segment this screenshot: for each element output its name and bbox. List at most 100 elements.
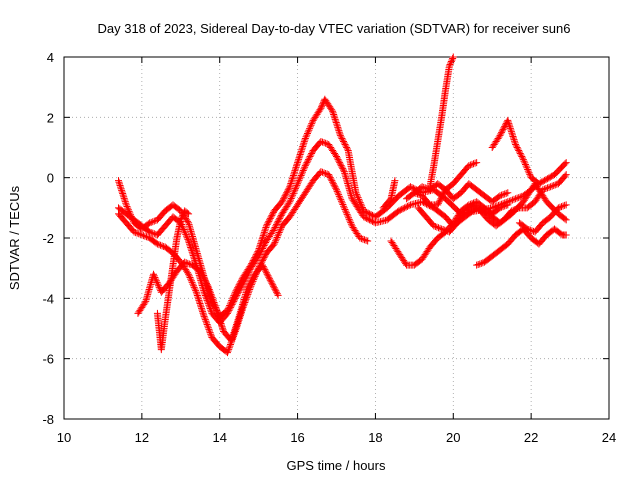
data-point — [205, 325, 213, 333]
data-point — [356, 234, 364, 242]
data-point — [345, 214, 353, 222]
data-point — [266, 275, 274, 283]
data-point — [445, 62, 453, 70]
data-point — [187, 243, 195, 251]
data-point — [412, 189, 420, 197]
data-point — [229, 299, 237, 307]
data-point — [143, 233, 151, 241]
data-point — [282, 190, 290, 198]
data-point — [246, 279, 254, 287]
data-point — [197, 301, 205, 309]
data-point — [337, 162, 345, 170]
data-point — [396, 206, 404, 214]
data-point — [268, 279, 276, 287]
data-point — [188, 278, 196, 286]
x-tick-label: 12 — [135, 430, 149, 445]
data-point — [335, 128, 343, 136]
data-point — [357, 200, 365, 208]
data-point — [512, 142, 520, 150]
data-point — [194, 295, 202, 303]
data-point — [207, 306, 215, 314]
data-point — [207, 290, 215, 298]
x-tick-label: 18 — [368, 430, 382, 445]
data-point — [408, 183, 416, 191]
data-point — [273, 219, 281, 227]
data-point — [308, 150, 316, 158]
data-point — [197, 269, 205, 277]
data-point — [498, 128, 506, 136]
data-point — [466, 161, 474, 169]
data-point — [184, 217, 192, 225]
x-axis-label: GPS time / hours — [287, 458, 386, 473]
data-point — [230, 329, 238, 337]
tick-marks — [63, 56, 610, 420]
data-point — [508, 196, 516, 204]
data-point — [203, 281, 211, 289]
data-point — [318, 103, 326, 111]
data-point — [447, 58, 455, 66]
data-point — [305, 154, 313, 162]
data-point — [562, 231, 570, 239]
data-point — [338, 134, 346, 142]
data-point — [266, 216, 274, 224]
data-point — [188, 247, 196, 255]
data-point — [181, 258, 189, 266]
data-point — [337, 196, 345, 204]
data-point — [296, 151, 304, 159]
data-point — [367, 217, 375, 225]
data-point — [227, 303, 235, 311]
data-point — [231, 327, 239, 335]
data-point — [302, 133, 310, 141]
series-trace-13 — [488, 116, 543, 188]
data-point — [224, 347, 232, 355]
data-point — [327, 175, 335, 183]
data-point — [183, 234, 191, 242]
data-point — [292, 163, 300, 171]
data-point — [301, 136, 309, 144]
data-point — [298, 170, 306, 178]
data-point — [183, 209, 191, 217]
data-point — [195, 296, 203, 304]
y-tick-label: -6 — [42, 352, 54, 367]
x-tick-label: 14 — [212, 430, 226, 445]
data-point — [219, 324, 227, 332]
data-point — [117, 185, 125, 193]
data-point — [207, 308, 215, 316]
data-point — [190, 282, 198, 290]
data-point — [518, 192, 526, 200]
data-point — [286, 198, 294, 206]
x-tick-label: 16 — [290, 430, 304, 445]
data-point — [340, 137, 348, 145]
data-point — [231, 294, 239, 302]
data-point — [318, 168, 326, 176]
data-point — [502, 201, 510, 209]
series-trace-5 — [153, 207, 193, 354]
chart-title: Day 318 of 2023, Sidereal Day-to-day VTE… — [97, 21, 570, 36]
data-point — [468, 160, 476, 168]
data-point — [262, 267, 270, 275]
data-point — [361, 236, 369, 244]
data-point — [276, 213, 284, 221]
data-point — [333, 187, 341, 195]
data-point — [188, 248, 196, 256]
data-point — [509, 206, 517, 214]
data-point — [436, 224, 444, 232]
data-point — [525, 169, 533, 177]
data-point — [386, 196, 394, 204]
data-point — [288, 193, 296, 201]
data-point — [285, 199, 293, 207]
data-point — [265, 273, 273, 281]
data-point — [121, 198, 129, 206]
data-point — [149, 229, 157, 237]
data-point — [511, 206, 519, 214]
data-point — [203, 319, 211, 327]
data-point — [286, 196, 294, 204]
series-trace-9 — [410, 159, 481, 209]
data-point — [277, 225, 285, 233]
data-point — [199, 273, 207, 281]
data-point — [192, 287, 200, 295]
data-point — [318, 101, 326, 109]
data-point — [206, 329, 214, 337]
data-point — [122, 199, 130, 207]
data-point — [199, 309, 207, 317]
